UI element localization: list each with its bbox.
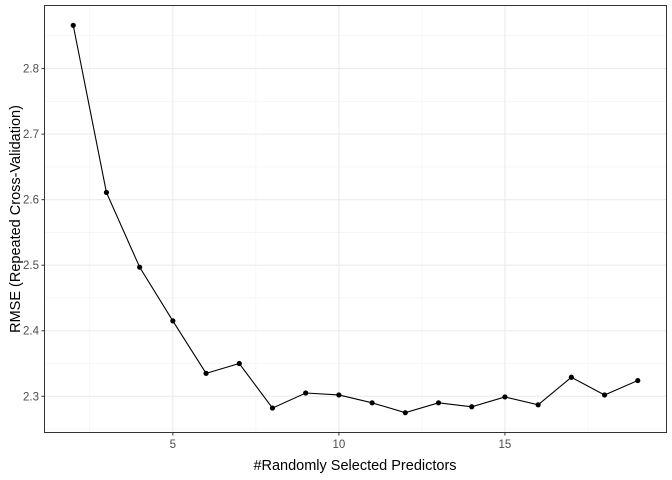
data-point [170, 318, 176, 324]
data-point [435, 400, 442, 406]
data-point [103, 189, 110, 196]
y-tick-label: 2.7 [23, 129, 39, 141]
data-point [137, 264, 143, 270]
y-tick-label: 2.4 [23, 326, 40, 338]
y-tick-label: 2.6 [23, 195, 39, 207]
x-tick-label: 15 [499, 439, 512, 451]
x-tick-labels: 5 10 15 [170, 439, 512, 451]
y-tick-labels: 2.3 2.4 2.5 2.6 2.7 2.8 [23, 64, 40, 404]
data-point [469, 404, 475, 410]
major-gridlines [45, 6, 666, 432]
series-line [72, 25, 638, 414]
data-point [70, 22, 76, 28]
data-point [336, 392, 342, 398]
x-tick-label: 10 [332, 439, 345, 451]
y-tick-label: 2.8 [23, 64, 39, 76]
data-point [303, 390, 309, 396]
data-point [635, 377, 641, 384]
data-point [236, 360, 242, 367]
plot-panel-border [44, 5, 667, 433]
axis-ticks [41, 68, 506, 436]
y-tick-label: 2.3 [23, 391, 39, 403]
data-point [269, 405, 276, 411]
series-layer [70, 22, 641, 416]
y-axis-title: RMSE (Repeated Cross-Validation) [8, 105, 24, 333]
y-tick-label: 2.5 [23, 260, 39, 272]
data-point [203, 370, 209, 376]
minor-gridlines [45, 6, 666, 432]
x-axis-title: #Randomly Selected Predictors [253, 458, 456, 474]
data-point [502, 394, 508, 400]
data-point [402, 410, 408, 416]
data-point [369, 400, 375, 406]
x-tick-label: 5 [170, 439, 176, 451]
data-point [601, 392, 608, 398]
data-point [535, 402, 541, 408]
data-point [568, 374, 574, 380]
